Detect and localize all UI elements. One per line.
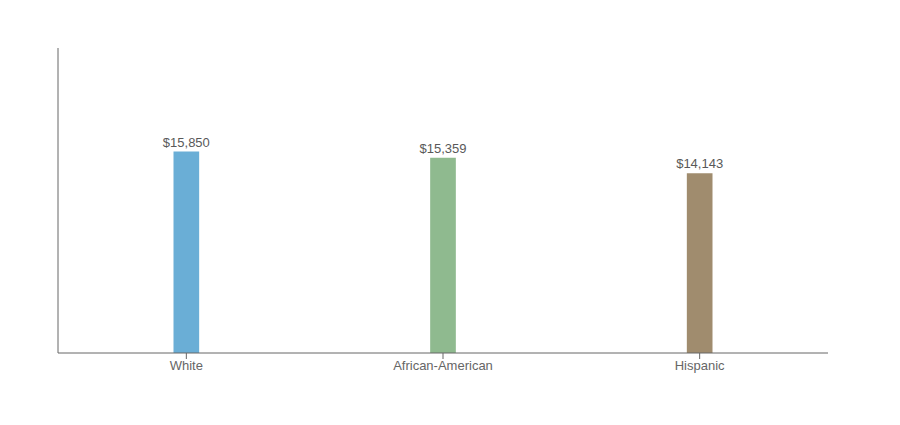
svg-text:$15,359: $15,359 <box>420 141 467 156</box>
svg-text:Hispanic: Hispanic <box>675 358 725 373</box>
svg-text:$14,143: $14,143 <box>676 156 723 171</box>
svg-text:$15,850: $15,850 <box>163 135 210 150</box>
svg-text:White: White <box>170 358 203 373</box>
svg-text:African-American: African-American <box>393 358 493 373</box>
